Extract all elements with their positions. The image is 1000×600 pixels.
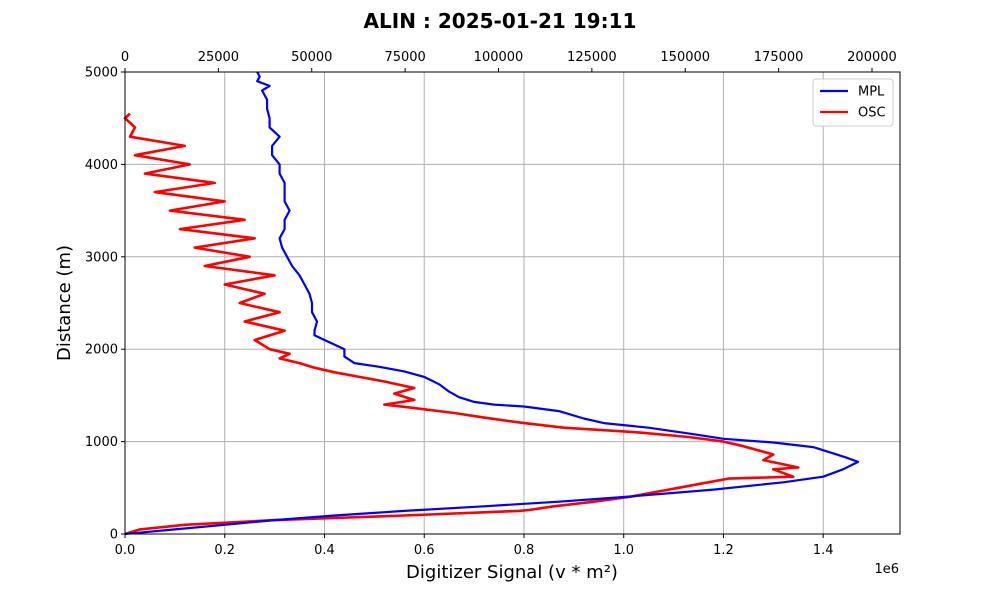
legend: MPL OSC [812, 78, 894, 127]
top-tick-label: 150000 [660, 50, 710, 65]
top-tick-label: 100000 [474, 50, 524, 65]
y-tick-label: 3000 [85, 250, 118, 265]
x-tick-label: 1.4 [813, 543, 834, 558]
x-tick-label: 0.6 [414, 543, 435, 558]
y-tick-label: 2000 [85, 343, 118, 358]
series-line-mpl [124, 71, 860, 536]
x-tick-label: 0.4 [314, 543, 335, 558]
x-offset-text: 1e6 [874, 562, 899, 577]
top-tick-label: 200000 [847, 50, 897, 65]
x-axis-top: 0 25000 50000 75000 100000 125000 150000 175000… [121, 50, 897, 72]
top-tick-label: 25000 [198, 50, 239, 65]
x-tick-label: 0.0 [115, 543, 136, 558]
x-tick-label: 0.2 [214, 543, 235, 558]
chart-title: ALIN : 2025-01-21 19:11 [364, 9, 637, 33]
y-axis-left: 0 1000 2000 3000 4000 5000 [85, 66, 125, 543]
series-layer [123, 71, 860, 536]
x-tick-label: 1.2 [713, 543, 734, 558]
top-tick-label: 0 [121, 50, 129, 65]
x-axis-bottom: 0.0 0.2 0.4 0.6 0.8 1.0 1.2 1.4 [115, 534, 834, 558]
x-axis-label: Digitizer Signal (v * m²) [406, 562, 618, 583]
plot-frame [124, 71, 901, 535]
y-tick-label: 0 [110, 528, 118, 543]
y-tick-label: 1000 [85, 435, 118, 450]
x-tick-label: 0.8 [514, 543, 535, 558]
series-line-osc [123, 112, 800, 536]
y-axis-label: Distance (m) [54, 245, 75, 361]
top-tick-label: 50000 [291, 50, 332, 65]
x-tick-label: 1.0 [613, 543, 634, 558]
y-tick-label: 4000 [85, 158, 118, 173]
top-tick-label: 125000 [567, 50, 617, 65]
legend-label-mpl: MPL [858, 85, 885, 100]
top-tick-label: 75000 [384, 50, 425, 65]
legend-label-osc: OSC [858, 106, 886, 121]
y-tick-label: 5000 [85, 66, 118, 81]
top-tick-label: 175000 [754, 50, 804, 65]
